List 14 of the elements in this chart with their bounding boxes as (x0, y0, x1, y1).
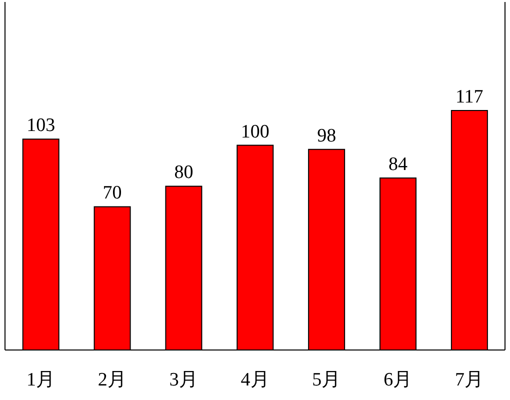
data-label: 117 (456, 86, 484, 108)
x-tick-label: 5月 (312, 369, 341, 390)
data-label: 103 (26, 115, 56, 136)
data-label: 100 (240, 121, 270, 142)
data-label: 70 (102, 182, 122, 204)
x-tick-label: 3月 (169, 369, 198, 390)
data-label: 98 (317, 125, 336, 146)
x-tick-label: 1月 (26, 369, 55, 390)
data-label: 80 (174, 162, 194, 184)
x-tick-label: 6月 (384, 369, 412, 390)
x-tick-label: 2月 (98, 369, 126, 390)
data-label: 84 (388, 154, 408, 176)
x-tick-label: 7月 (455, 369, 484, 390)
x-tick-label: 4月 (240, 369, 270, 390)
